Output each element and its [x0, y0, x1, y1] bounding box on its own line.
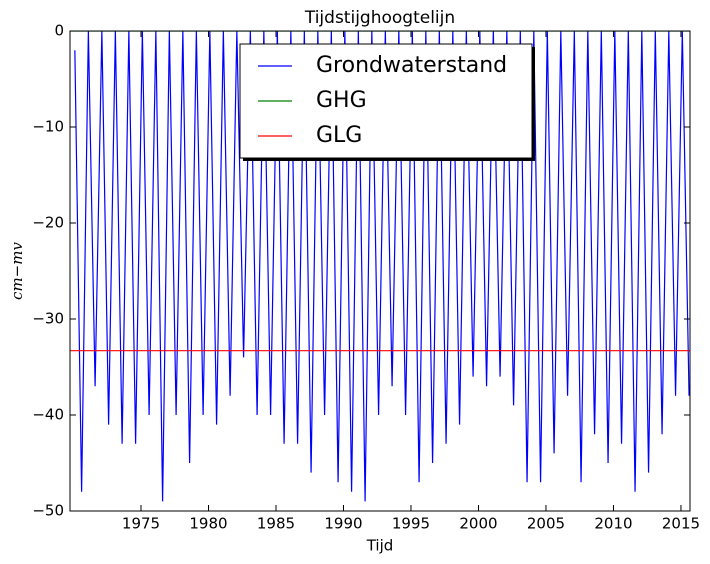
x-tick-label: 1995	[392, 515, 430, 533]
x-tick-label: 2000	[459, 515, 497, 533]
x-tick-label: 2015	[662, 515, 700, 533]
y-tick-label: −10	[32, 118, 64, 136]
y-axis-label: cm−mv	[8, 242, 26, 300]
legend: Grondwaterstand GHG GLG	[239, 43, 535, 161]
legend-label: Grondwaterstand	[316, 53, 507, 78]
x-tick-label: 1980	[189, 515, 227, 533]
y-tick-label: −50	[32, 502, 64, 520]
x-tick-label: 1975	[122, 515, 160, 533]
x-tick-label: 1985	[257, 515, 295, 533]
x-tick-label: 2010	[594, 515, 632, 533]
x-tick-label: 1990	[324, 515, 362, 533]
legend-label: GHG	[316, 88, 367, 113]
x-axis-label: Tijd	[366, 537, 394, 555]
y-tick-label: −40	[32, 406, 64, 424]
chart-title: Tijdstijghoogtelijn	[304, 8, 455, 28]
plot-frame	[69, 30, 691, 512]
legend-label: GLG	[316, 123, 362, 148]
y-tick-label: −30	[32, 310, 64, 328]
y-tick-label: 0	[54, 22, 64, 40]
x-tick-label: 2005	[527, 515, 565, 533]
y-tick-label: −20	[32, 214, 64, 232]
